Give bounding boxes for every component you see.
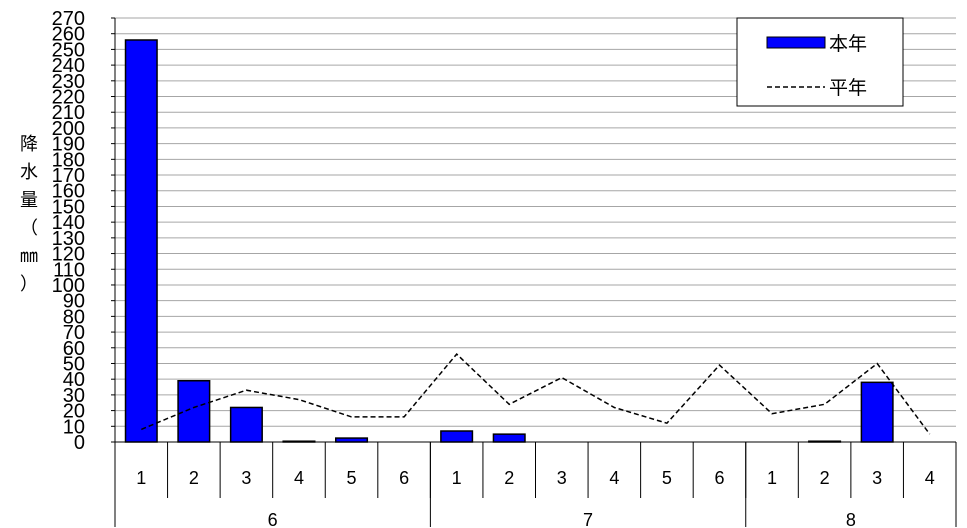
x-category-label: 1 xyxy=(767,468,777,488)
y-axis-label-char: 量 xyxy=(20,190,38,211)
legend-box xyxy=(736,17,904,107)
y-tick-label: 0 xyxy=(74,432,85,454)
y-axis-label-char: 水 xyxy=(20,162,38,183)
y-tick-label: 170 xyxy=(52,165,85,187)
y-tick-label: 10 xyxy=(63,416,85,438)
y-tick-label: 160 xyxy=(52,181,85,203)
x-group-label: 7 xyxy=(583,510,593,528)
y-tick-label: 60 xyxy=(63,338,85,360)
y-tick-label: 240 xyxy=(52,55,85,77)
y-tick-label: 110 xyxy=(53,259,85,281)
y-tick-label: 190 xyxy=(52,134,85,156)
x-category-label: 5 xyxy=(347,468,357,488)
x-category-label: 4 xyxy=(294,468,304,488)
bar xyxy=(860,381,894,443)
x-category-label: 2 xyxy=(820,468,830,488)
y-axis-label-char: （ xyxy=(20,218,38,239)
y-axis-label: 降水量 （ ㎜ ） xyxy=(20,134,38,295)
x-group-label: 6 xyxy=(268,510,278,528)
y-tick-labels: 0102030405060708090100110120130140150160… xyxy=(52,8,85,454)
y-tick-label: 30 xyxy=(63,385,85,407)
x-category-labels: 1 2 3 4 5 6 1 2 3 4 5 6 1 2 3 4 6 7 8 xyxy=(136,468,934,528)
bar xyxy=(492,433,526,443)
y-tick-label: 130 xyxy=(52,228,85,250)
legend-label-line: 平年 xyxy=(829,77,867,99)
y-tick-label: 120 xyxy=(52,244,85,266)
x-category-label: 6 xyxy=(714,468,724,488)
y-tick-label: 210 xyxy=(52,102,85,124)
y-tick-label: 220 xyxy=(52,87,85,109)
line-series xyxy=(141,353,931,435)
y-axis-label-char: 降 xyxy=(20,134,38,155)
y-tick-label: 20 xyxy=(63,401,85,423)
y-tick-label: 70 xyxy=(63,322,85,344)
x-category-label: 2 xyxy=(189,468,199,488)
y-tick-label: 100 xyxy=(52,275,85,297)
x-category-label: 5 xyxy=(662,468,672,488)
x-category-label: 6 xyxy=(399,468,409,488)
axes xyxy=(111,17,957,527)
x-category-label: 3 xyxy=(557,468,567,488)
y-axis-label-char: ） xyxy=(20,274,38,295)
y-tick-label: 200 xyxy=(52,118,85,140)
x-category-label: 4 xyxy=(925,468,935,488)
y-tick-label: 250 xyxy=(52,39,85,61)
x-category-label: 2 xyxy=(504,468,514,488)
y-tick-label: 140 xyxy=(52,212,85,234)
bar xyxy=(229,406,263,443)
y-tick-label: 150 xyxy=(52,196,85,218)
y-tick-label: 40 xyxy=(63,369,85,391)
normal-line xyxy=(141,353,931,435)
x-category-label: 1 xyxy=(452,468,462,488)
y-axis-label-char: ㎜ xyxy=(20,246,38,267)
x-category-label: 3 xyxy=(872,468,882,488)
y-tick-label: 180 xyxy=(52,149,85,171)
legend-bar-swatch xyxy=(766,36,826,49)
y-tick-label: 90 xyxy=(63,291,85,313)
x-category-label: 3 xyxy=(241,468,251,488)
legend-label-bar: 本年 xyxy=(829,33,867,55)
x-category-label: 4 xyxy=(609,468,619,488)
y-tick-label: 230 xyxy=(52,71,85,93)
x-category-label: 1 xyxy=(136,468,146,488)
bar xyxy=(177,380,211,443)
bar-series xyxy=(124,39,894,443)
bar xyxy=(124,39,158,443)
y-tick-label: 50 xyxy=(63,353,85,375)
legend: 本年 平年 xyxy=(736,17,904,107)
bar xyxy=(335,437,369,443)
x-group-label: 8 xyxy=(846,510,856,528)
bar xyxy=(440,430,474,443)
y-tick-label: 80 xyxy=(63,306,85,328)
y-tick-label: 270 xyxy=(52,8,85,30)
y-tick-label: 260 xyxy=(52,24,85,46)
